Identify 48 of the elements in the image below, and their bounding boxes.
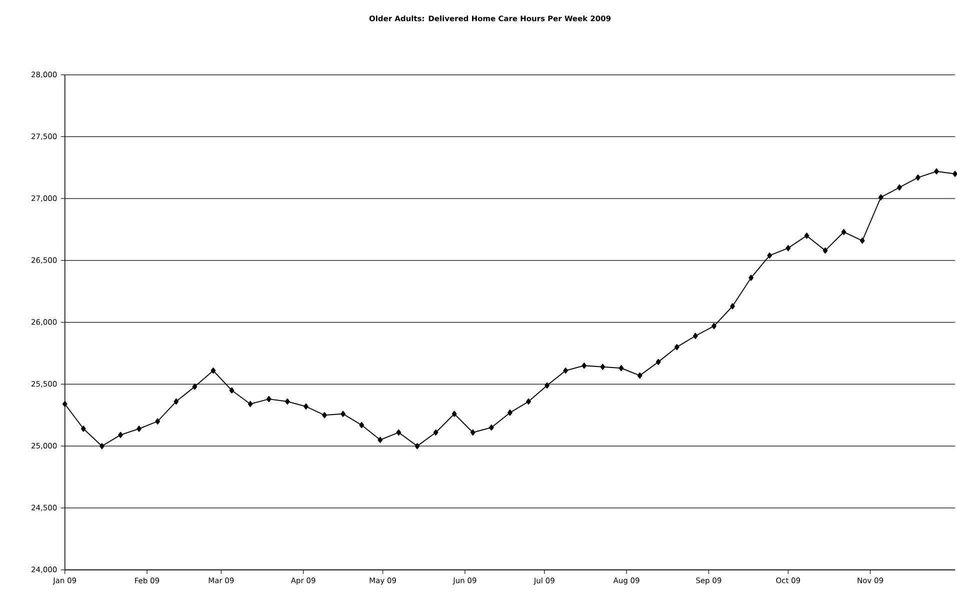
point: [100, 443, 104, 450]
point: [266, 396, 272, 402]
point: [414, 443, 420, 450]
point: [470, 429, 476, 436]
point: [544, 382, 550, 389]
point: [860, 238, 865, 244]
point: [674, 344, 680, 350]
point: [730, 303, 735, 310]
point: [637, 372, 642, 379]
point: [80, 426, 86, 432]
point: [340, 410, 346, 418]
point: [841, 229, 846, 236]
point: [359, 422, 364, 428]
point: [433, 429, 438, 436]
point: [822, 248, 828, 254]
point: [582, 362, 587, 369]
point: [712, 323, 716, 330]
point: [62, 401, 68, 408]
point: [896, 184, 902, 191]
point: [248, 401, 253, 408]
point: [284, 398, 290, 405]
point: [174, 398, 179, 405]
point: [136, 426, 142, 432]
point: [916, 174, 920, 181]
point: [692, 332, 698, 340]
point: [804, 232, 810, 239]
point: [786, 245, 791, 252]
point: [229, 387, 234, 394]
point: [155, 418, 160, 425]
point: [452, 410, 457, 418]
point: [488, 424, 494, 431]
point: [396, 429, 402, 436]
point: [192, 384, 198, 390]
point: [322, 412, 327, 418]
point: [563, 368, 568, 374]
point: [656, 358, 661, 366]
point: [118, 432, 123, 438]
point: [210, 368, 216, 374]
point: [748, 274, 754, 281]
point: [378, 436, 383, 444]
point: [526, 398, 531, 405]
point: [600, 364, 606, 370]
point: [767, 252, 772, 259]
point: [618, 365, 624, 372]
point: [304, 404, 308, 410]
point: [878, 194, 884, 201]
point: [508, 410, 512, 416]
point: [934, 168, 939, 175]
